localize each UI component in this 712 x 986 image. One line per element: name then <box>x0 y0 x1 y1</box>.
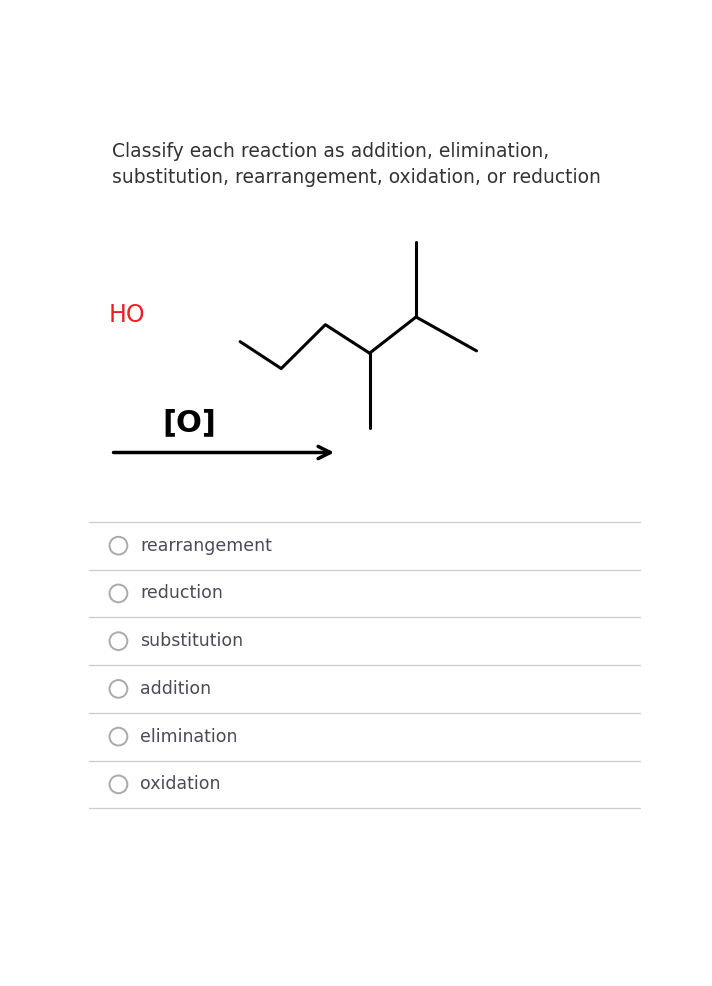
Text: substitution: substitution <box>140 632 244 650</box>
Text: oxidation: oxidation <box>140 775 221 794</box>
Text: Classify each reaction as addition, elimination,: Classify each reaction as addition, elim… <box>112 142 550 161</box>
Text: addition: addition <box>140 680 211 698</box>
Text: HO: HO <box>108 304 145 327</box>
Text: substitution, rearrangement, oxidation, or reduction: substitution, rearrangement, oxidation, … <box>112 168 601 186</box>
Text: elimination: elimination <box>140 728 238 745</box>
Text: reduction: reduction <box>140 585 223 602</box>
Text: [O]: [O] <box>162 408 216 437</box>
Text: rearrangement: rearrangement <box>140 536 272 555</box>
